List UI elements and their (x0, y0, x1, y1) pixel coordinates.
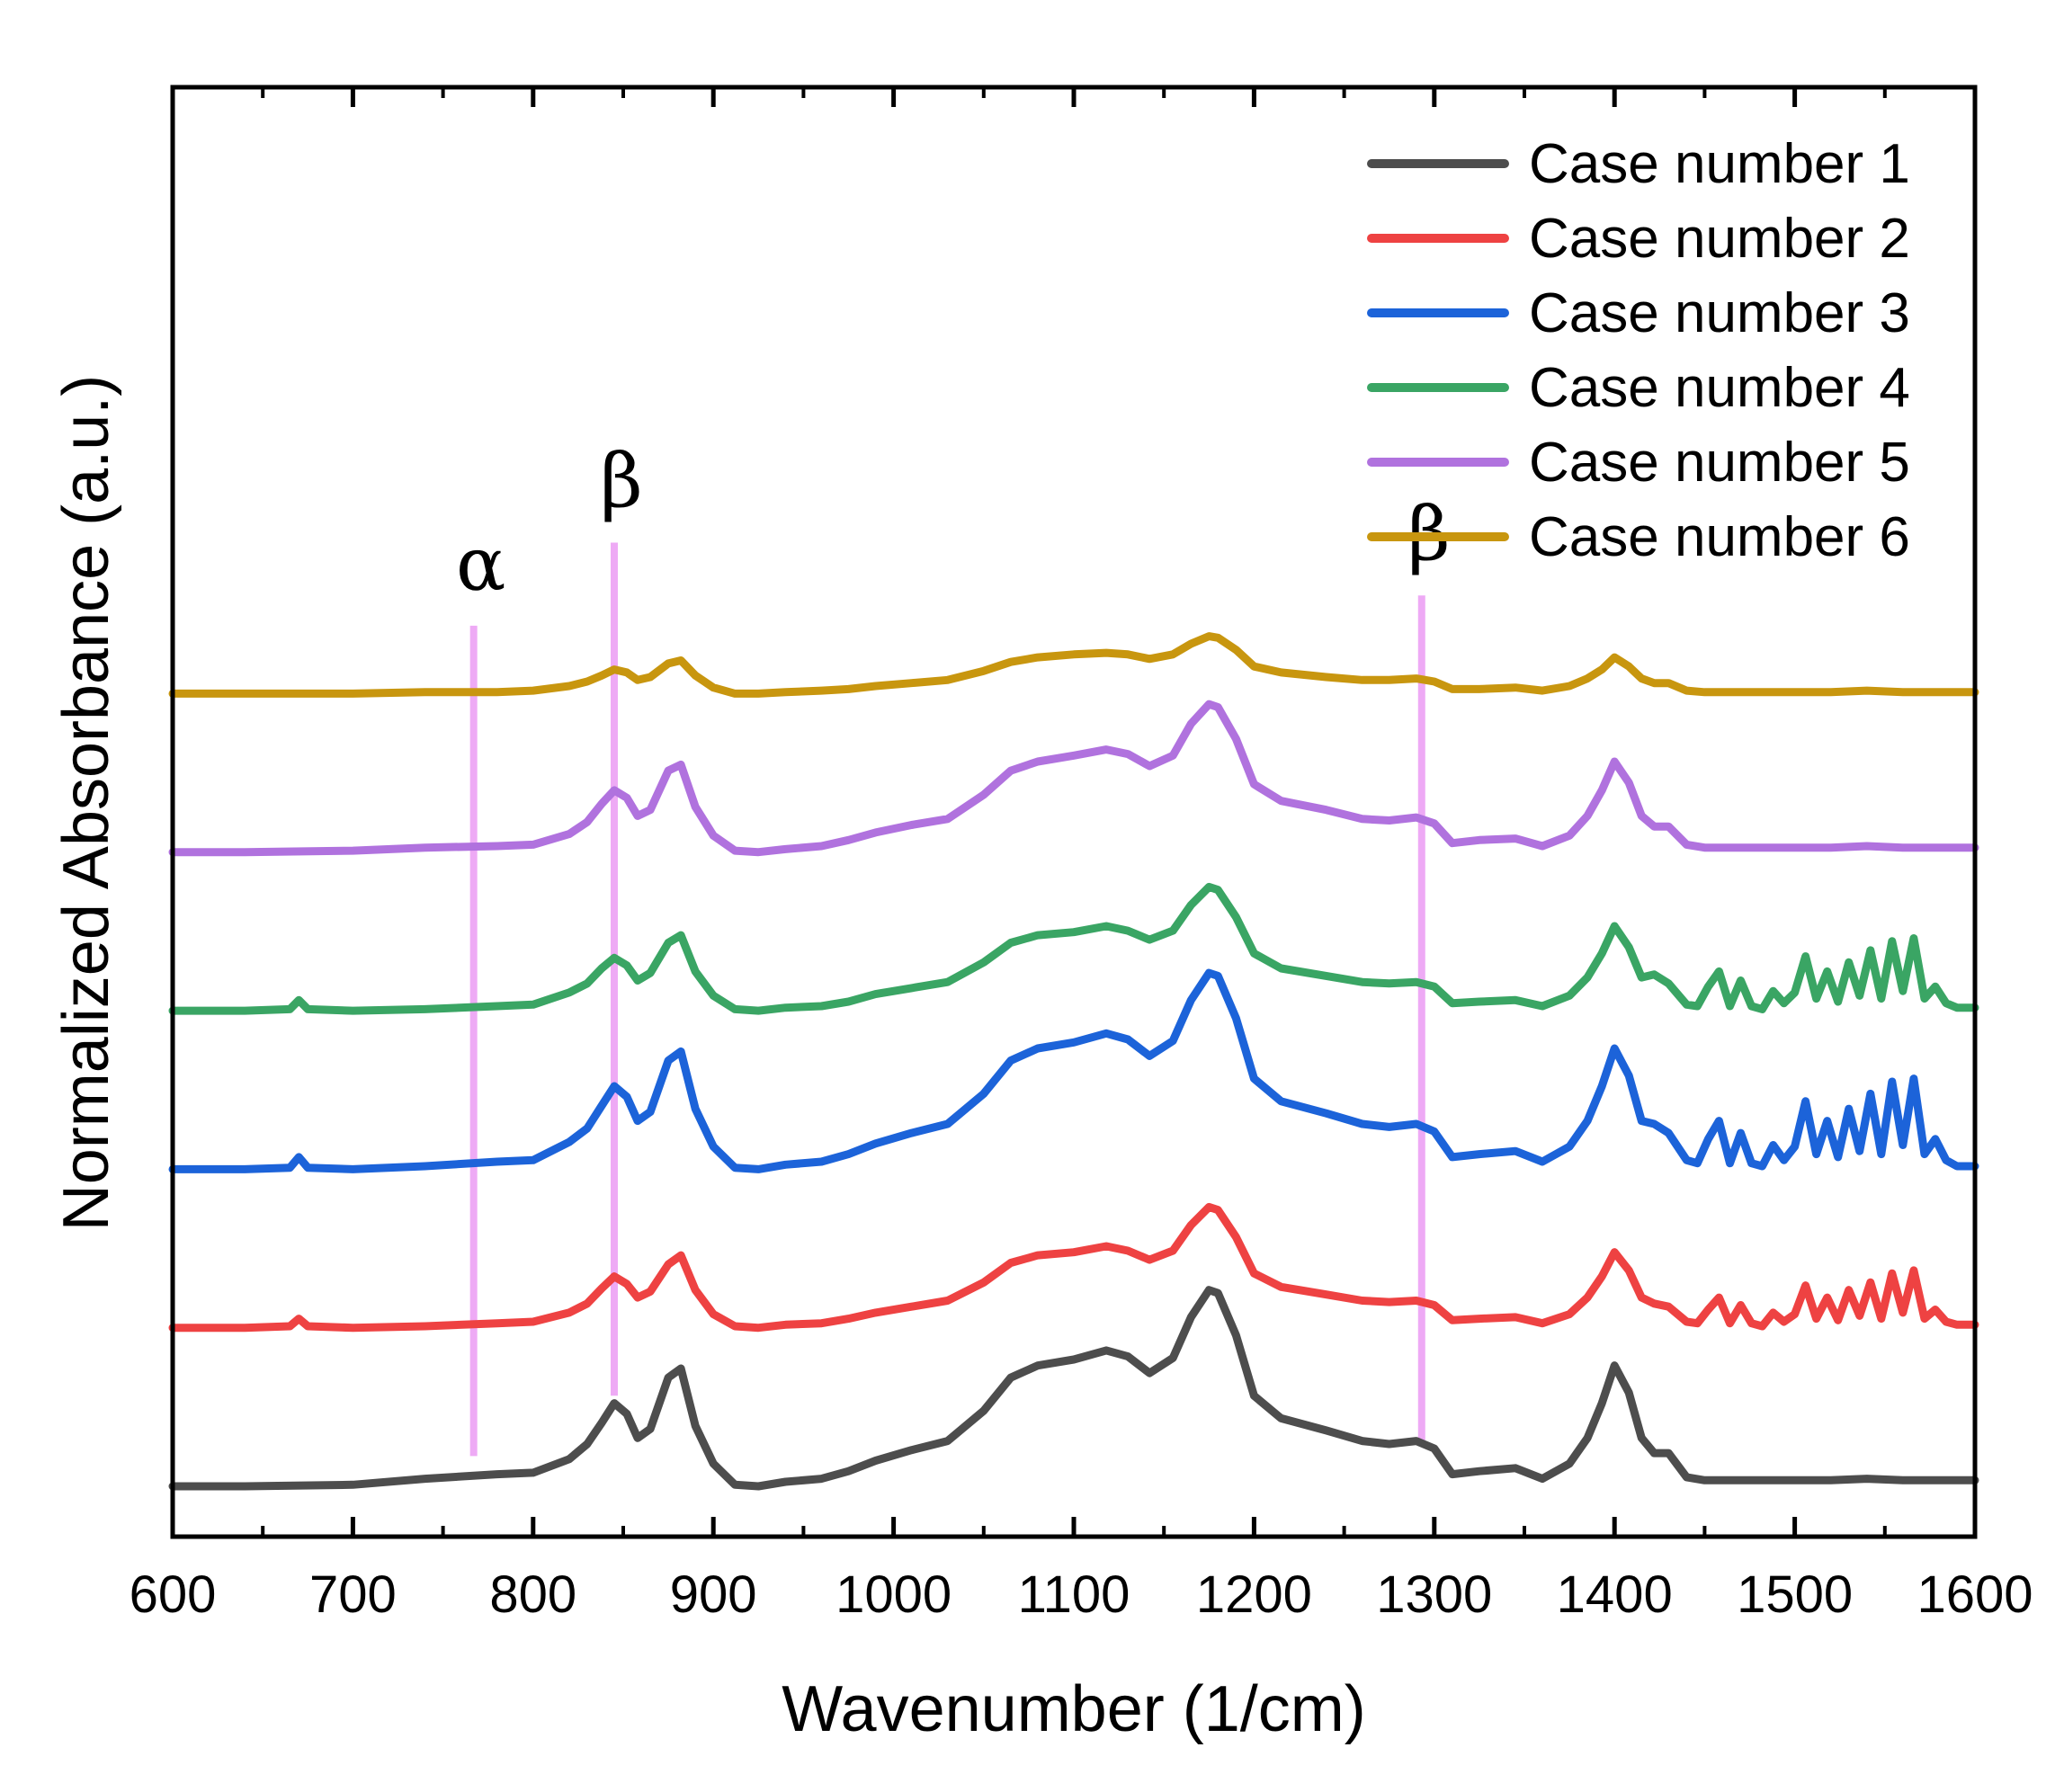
x-tick-label-1100: 1100 (1018, 1565, 1130, 1624)
x-tick-label-1600: 1600 (1917, 1565, 2033, 1624)
x-tick-label-800: 800 (489, 1565, 576, 1624)
legend-label-5: Case number 5 (1529, 432, 1910, 494)
legend-label-4: Case number 4 (1529, 357, 1910, 419)
x-tick-label-900: 900 (670, 1565, 757, 1624)
series-line-6 (168, 632, 1979, 698)
x-axis-title: Wavenumber (1/cm) (782, 1673, 1365, 1745)
legend-label-1: Case number 1 (1529, 133, 1910, 195)
x-tick-label-600: 600 (130, 1565, 217, 1624)
band-annotations: αββ (456, 440, 1450, 608)
legend-label-6: Case number 6 (1529, 506, 1910, 568)
x-axis-tick-labels: 600 700 800 900 1000 1100 1200 1300 1400 1500 1600 (130, 1565, 2033, 1624)
x-axis-ticks (170, 87, 1978, 1537)
series-line-4 (168, 882, 1979, 1015)
x-tick-label-1500: 1500 (1737, 1565, 1853, 1624)
x-tick-label-1400: 1400 (1557, 1565, 1673, 1624)
legend-label-2: Case number 2 (1529, 208, 1910, 270)
x-tick-label-700: 700 (309, 1565, 397, 1624)
marker-label-1: α (456, 522, 505, 608)
series-layer (168, 632, 1979, 1491)
x-tick-label-1200: 1200 (1196, 1565, 1312, 1624)
legend-label-3: Case number 3 (1529, 282, 1910, 344)
x-tick-label-1300: 1300 (1376, 1565, 1492, 1624)
x-tick-label-1000: 1000 (835, 1565, 952, 1624)
series-line-5 (168, 700, 1979, 857)
series-line-3 (168, 968, 1979, 1173)
y-axis-title: Normalized Absorbance (a.u.) (50, 375, 122, 1231)
legend: Case number 1 Case number 2 Case number 3 C… (1367, 133, 1910, 568)
marker-label-2: β (600, 440, 642, 525)
series-line-1 (168, 1286, 1979, 1491)
series-line-2 (168, 1202, 1979, 1333)
